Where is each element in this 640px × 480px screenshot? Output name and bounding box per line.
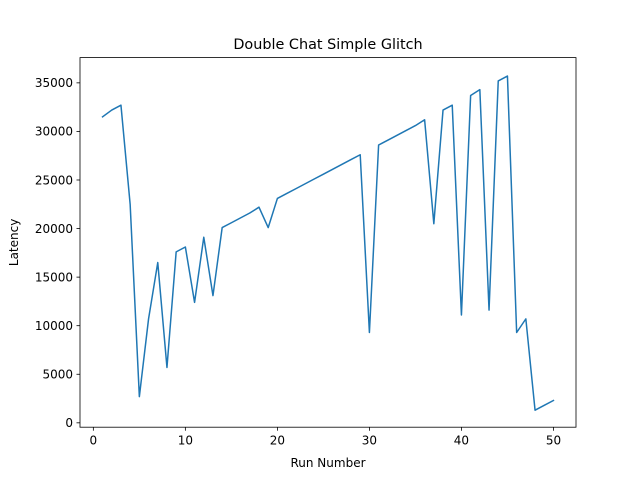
x-axis-label: Run Number	[290, 456, 365, 470]
x-tick-label: 20	[270, 434, 285, 448]
y-tick-label: 5000	[42, 368, 73, 382]
plot-area	[101, 75, 555, 411]
x-tick-label: 0	[90, 434, 98, 448]
x-tick-label: 40	[454, 434, 469, 448]
y-tick-label: 35000	[35, 76, 73, 90]
y-tick-label: 20000	[35, 222, 73, 236]
axis-ticks: 0 10 20 30 40 50 0 5000 10000 15000 20000 25000 3000…	[35, 76, 561, 448]
y-tick-label: 25000	[35, 173, 73, 187]
x-tick-label: 30	[362, 434, 377, 448]
y-axis-label: Latency	[7, 219, 21, 266]
y-tick-label: 0	[65, 416, 73, 430]
x-tick-label: 50	[546, 434, 561, 448]
y-tick-label: 15000	[35, 270, 73, 284]
x-tick-label: 10	[178, 434, 193, 448]
chart-title: Double Chat Simple Glitch	[233, 37, 422, 53]
axes-frame	[79, 57, 577, 428]
series-line-0	[101, 75, 555, 411]
y-tick-label: 10000	[35, 319, 73, 333]
y-tick-label: 30000	[35, 125, 73, 139]
